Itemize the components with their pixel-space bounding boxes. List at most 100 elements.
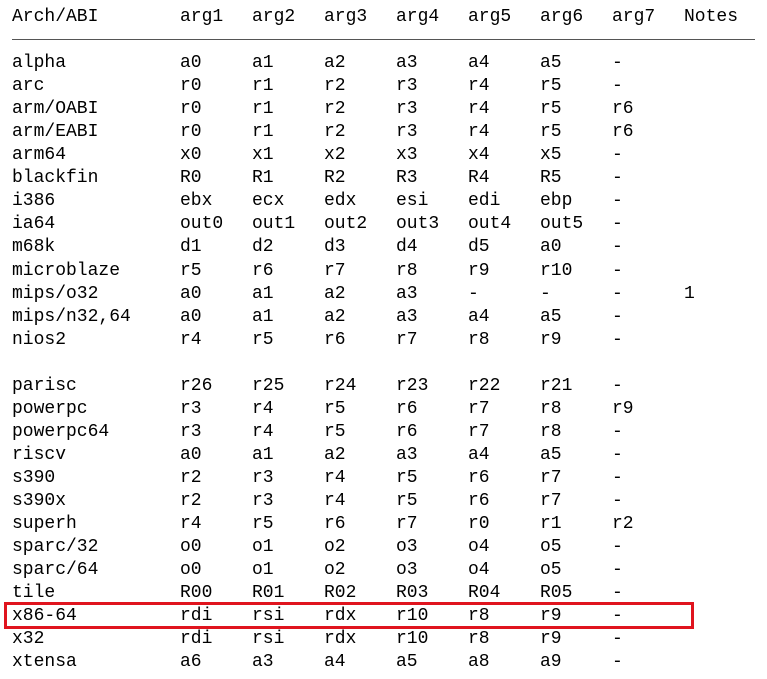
cell-arg1: rdi: [180, 629, 213, 650]
cell-arch: sparc/32: [12, 537, 99, 557]
cell-arg3: out2: [324, 214, 368, 235]
cell-arg3: R02: [324, 583, 357, 604]
cell-arg7: -: [612, 560, 623, 581]
cell-arg4: r7: [396, 514, 418, 534]
cell-arg7: -: [612, 467, 623, 488]
cell-arg5: -: [468, 283, 479, 304]
cell-arg1: r0: [180, 122, 202, 143]
cell-arg7: -: [612, 53, 623, 73]
cell-arg5: r4: [468, 99, 490, 120]
cell-arg2: r3: [252, 467, 274, 488]
cell-arg1: r5: [180, 260, 202, 281]
cell-arg7: -: [612, 606, 623, 627]
cell-arch: blackfin: [12, 168, 99, 189]
cell-arch: tile: [12, 583, 56, 604]
cell-arg5: a4: [468, 306, 490, 327]
cell-arg7: -: [612, 283, 623, 304]
cell-arg6: R5: [540, 168, 562, 189]
cell-arg7: -: [612, 191, 623, 212]
cell-arg7: -: [612, 329, 623, 350]
cell-arg4: d4: [396, 237, 418, 258]
cell-arg6: r9: [540, 329, 562, 350]
cell-arg6: -: [540, 283, 551, 304]
cell-arg4: r10: [396, 606, 429, 627]
cell-arg6: out5: [540, 214, 584, 235]
column-header-arg2: arg2: [252, 7, 296, 27]
cell-arg5: a4: [468, 444, 490, 465]
cell-arg6: a5: [540, 444, 562, 465]
cell-arg4: r7: [396, 329, 418, 350]
cell-arg6: r5: [540, 99, 562, 120]
cell-arg6: ebp: [540, 191, 573, 212]
cell-arg4: r6: [396, 421, 418, 442]
cell-arg7: -: [612, 306, 623, 327]
cell-arg4: out3: [396, 214, 440, 235]
cell-arg6: R05: [540, 583, 573, 604]
cell-arg5: d5: [468, 237, 490, 258]
cell-arg3: r2: [324, 99, 346, 120]
cell-arg5: r6: [468, 467, 490, 488]
cell-arg4: a3: [396, 444, 418, 465]
cell-arg7: -: [612, 490, 623, 511]
cell-arg7: -: [612, 260, 623, 281]
cell-arg3: r7: [324, 260, 346, 281]
cell-arch: sparc/64: [12, 560, 99, 581]
cell-arch: mips/o32: [12, 283, 99, 304]
cell-arg4: esi: [396, 191, 429, 212]
cell-arg1: r2: [180, 490, 202, 511]
cell-arg2: r3: [252, 490, 274, 511]
cell-arch: xtensa: [12, 652, 77, 673]
cell-arch: riscv: [12, 444, 67, 465]
cell-arch: ia64: [12, 214, 56, 235]
cell-arg6: a5: [540, 306, 562, 327]
cell-arg4: r3: [396, 99, 418, 120]
cell-arg4: r3: [396, 76, 418, 96]
cell-arg7: -: [612, 214, 623, 235]
cell-arg4: r5: [396, 490, 418, 511]
cell-arg1: a0: [180, 444, 202, 465]
cell-arg2: a1: [252, 283, 274, 304]
cell-arg3: r6: [324, 514, 346, 534]
cell-arg3: rdx: [324, 606, 357, 627]
cell-arg2: out1: [252, 214, 296, 235]
cell-arg2: rsi: [252, 606, 285, 627]
column-header-arg3: arg3: [324, 7, 368, 27]
cell-arg1: r4: [180, 329, 202, 350]
cell-arg5: a4: [468, 53, 490, 73]
cell-arch: i386: [12, 191, 56, 212]
cell-arch: nios2: [12, 329, 67, 350]
cell-arch: arm64: [12, 145, 67, 166]
cell-arg7: -: [612, 444, 623, 465]
cell-arg5: edi: [468, 191, 501, 212]
cell-arg1: r3: [180, 398, 202, 419]
cell-arg4: a3: [396, 283, 418, 304]
cell-arg5: r7: [468, 421, 490, 442]
cell-arg2: a3: [252, 652, 274, 673]
cell-arg7: -: [612, 652, 623, 673]
cell-arg1: ebx: [180, 191, 213, 212]
cell-arg2: o1: [252, 560, 274, 581]
cell-arg3: a2: [324, 306, 346, 327]
cell-arg3: a2: [324, 283, 346, 304]
cell-arg7: -: [612, 583, 623, 604]
cell-arg2: r1: [252, 122, 274, 143]
cell-arg1: a0: [180, 306, 202, 327]
cell-arg2: r1: [252, 76, 274, 96]
cell-arch: superh: [12, 514, 77, 534]
cell-arg3: a2: [324, 444, 346, 465]
cell-arg2: o1: [252, 537, 274, 557]
cell-arg5: o4: [468, 537, 490, 557]
cell-arg6: r1: [540, 514, 562, 534]
cell-arg6: a0: [540, 237, 562, 258]
cell-arg1: R0: [180, 168, 202, 189]
cell-arg2: r5: [252, 514, 274, 534]
cell-arg5: r0: [468, 514, 490, 534]
row-highlight-box: [4, 602, 694, 629]
cell-arg3: o2: [324, 560, 346, 581]
cell-arg1: r2: [180, 467, 202, 488]
cell-arg1: r26: [180, 375, 213, 396]
cell-arg2: r1: [252, 99, 274, 120]
column-header-arg4: arg4: [396, 7, 440, 27]
cell-arg6: r9: [540, 606, 562, 627]
cell-arg1: r4: [180, 514, 202, 534]
